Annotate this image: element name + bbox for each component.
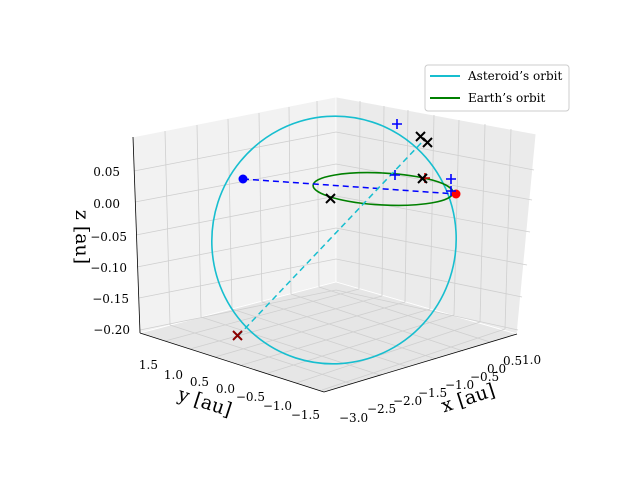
- dashed-line-cyan: [237, 139, 425, 337]
- legend-label-asteroid: Asteroid’s orbit: [467, 69, 562, 83]
- x-tick: 1.0: [522, 353, 541, 367]
- legend-box: [424, 64, 570, 112]
- y-tick: 1.0: [164, 368, 183, 382]
- x-tick: −1.0: [445, 378, 474, 392]
- x-tick: 0.0: [487, 362, 506, 376]
- z-ticks: 0.05 0.00 −0.05 −0.10 −0.15 −0.20: [90, 165, 130, 337]
- x-ticks: −3.0 −2.5 −2.0 −1.5 −1.0 −0.5 0.0 0.5 1.…: [339, 353, 541, 425]
- y-tick: 0.0: [216, 382, 235, 396]
- legend: Asteroid’s orbit Earth’s orbit: [424, 64, 570, 112]
- z-tick: −0.10: [90, 261, 127, 275]
- y-ticks: 1.5 1.0 0.5 0.0 −0.5 −1.0 −1.5: [139, 358, 320, 422]
- z-tick: −0.15: [92, 292, 129, 306]
- y-tick: −1.0: [263, 399, 292, 413]
- y-axis-line: [139, 332, 325, 393]
- y-tick: 0.5: [190, 375, 209, 389]
- z-axis-label: z [au]: [71, 210, 93, 264]
- z-tick: −0.20: [93, 323, 130, 337]
- x-tick: −3.0: [339, 411, 368, 425]
- black-cross-markers: [325, 131, 433, 204]
- dashed-line-blue: [242, 178, 457, 195]
- z-axis-line: [132, 136, 141, 334]
- gridlines: [133, 100, 535, 391]
- legend-label-earth: Earth’s orbit: [468, 91, 545, 105]
- asteroid-orbit: [211, 115, 457, 365]
- z-tick: 0.00: [93, 197, 120, 211]
- x-tick: −0.5: [470, 370, 499, 384]
- y-tick: 1.5: [139, 358, 158, 372]
- x-tick: −1.5: [418, 386, 447, 400]
- x-tick: −2.5: [367, 402, 396, 416]
- z-tick: 0.05: [93, 165, 120, 179]
- dark-red-cross: [232, 330, 243, 341]
- blue-point: [238, 174, 248, 184]
- x-tick: −2.0: [393, 394, 422, 408]
- x-axis-line: [323, 333, 518, 393]
- x-tick: 0.5: [503, 354, 522, 368]
- y-tick: −1.5: [291, 408, 320, 422]
- z-tick: −0.05: [90, 230, 127, 244]
- y-tick: −0.5: [236, 390, 265, 404]
